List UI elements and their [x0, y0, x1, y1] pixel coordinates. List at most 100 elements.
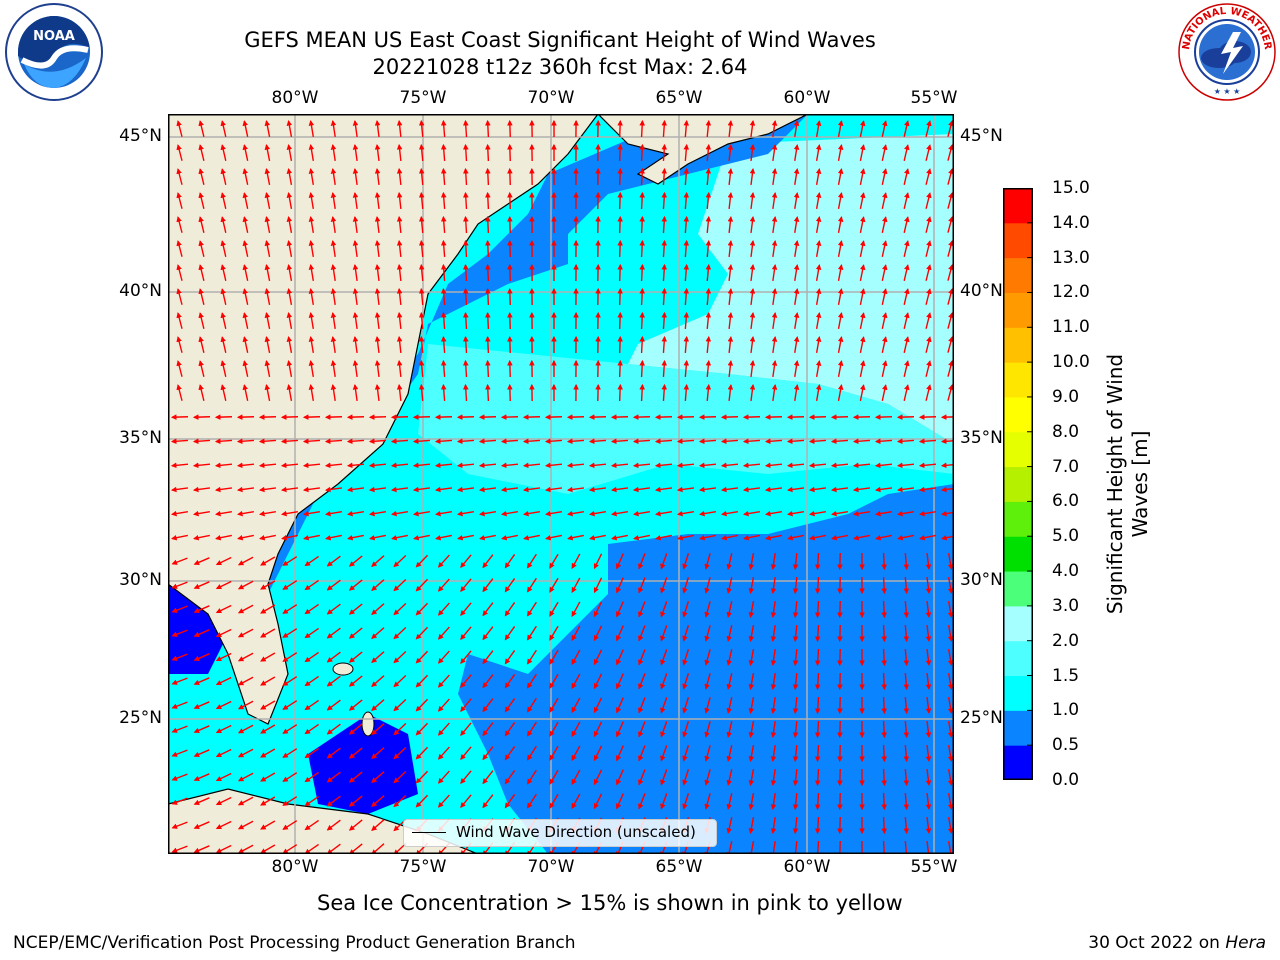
colorbar-segment: [1003, 536, 1033, 572]
wave-direction-arrow: [348, 579, 363, 591]
wave-direction-arrow: [286, 120, 293, 137]
wave-direction-arrow: [302, 462, 321, 469]
wave-direction-arrow: [418, 191, 425, 210]
wave-direction-arrow: [215, 556, 232, 566]
wave-direction-arrow: [440, 167, 447, 186]
wave-direction-arrow: [237, 628, 254, 638]
wave-direction-arrow: [748, 553, 755, 570]
wave-direction-arrow: [903, 264, 910, 281]
wave-direction-arrow: [237, 604, 254, 614]
wave-direction-arrow: [457, 534, 474, 541]
wave-direction-arrow: [726, 577, 733, 594]
wave-direction-arrow: [815, 288, 822, 306]
wave-direction-arrow: [482, 674, 494, 689]
wave-direction-arrow: [326, 579, 341, 591]
svg-text:★ ★ ★: ★ ★ ★: [1214, 87, 1241, 96]
wave-direction-arrow: [193, 629, 210, 637]
wave-direction-arrow: [412, 462, 431, 469]
wave-direction-arrow: [308, 384, 315, 402]
land-us: [168, 114, 599, 725]
wave-direction-arrow: [589, 510, 607, 517]
wave-direction-arrow: [304, 603, 319, 615]
wave-direction-arrow: [192, 438, 211, 445]
wave-direction-arrow: [193, 677, 210, 685]
wave-direction-arrow: [704, 769, 711, 786]
wave-direction-arrow: [264, 192, 271, 209]
colorbar-tick-label: 7.0: [1052, 456, 1080, 477]
wave-direction-arrow: [482, 746, 494, 761]
wave-direction-arrow: [792, 624, 799, 643]
wave-direction-arrow: [881, 120, 888, 137]
wave-direction-arrow: [170, 462, 189, 469]
wave-direction-arrow: [881, 768, 887, 787]
wave-direction-arrow: [482, 650, 494, 665]
wave-direction-arrow: [571, 673, 581, 690]
wave-direction-arrow: [639, 191, 645, 210]
wave-direction-arrow: [304, 723, 319, 735]
wave-direction-arrow: [859, 336, 866, 353]
wave-direction-arrow: [198, 168, 205, 185]
wave-direction-arrow: [616, 625, 624, 642]
wave-direction-arrow: [371, 747, 385, 760]
wave-direction-arrow: [896, 438, 915, 445]
wave-direction-arrow: [396, 383, 403, 402]
wave-direction-arrow: [896, 462, 915, 469]
wave-direction-arrow: [393, 722, 407, 736]
wave-direction-arrow: [479, 534, 496, 541]
wave-direction-arrow: [302, 486, 321, 493]
wave-direction-arrow: [242, 240, 249, 257]
wave-direction-arrow: [749, 143, 756, 162]
wave-direction-arrow: [308, 168, 315, 186]
wave-direction-arrow: [237, 772, 254, 782]
lat-label-right: 35°N: [960, 428, 1003, 448]
wave-direction-arrow: [171, 821, 188, 829]
wave-direction-arrow: [814, 624, 821, 643]
wave-direction-arrow: [282, 556, 298, 566]
wave-direction-arrow: [198, 144, 205, 161]
wave-direction-arrow: [371, 819, 385, 832]
wave-direction-arrow: [304, 579, 319, 591]
wave-direction-arrow: [396, 191, 403, 210]
wave-direction-arrow: [720, 462, 739, 469]
wave-direction-arrow: [919, 534, 936, 541]
wave-direction-arrow: [617, 191, 623, 210]
wave-direction-arrow: [831, 534, 848, 541]
wave-direction-arrow: [236, 438, 255, 445]
wave-direction-arrow: [771, 383, 778, 402]
wave-direction-arrow: [881, 696, 887, 715]
wave-direction-arrow: [193, 557, 210, 565]
wave-direction-arrow: [434, 438, 453, 445]
wave-direction-arrow: [748, 745, 755, 762]
wave-direction-arrow: [639, 167, 645, 186]
wave-direction-arrow: [504, 746, 516, 761]
colorbar-segment: [1003, 257, 1033, 293]
wave-direction-arrow: [193, 845, 210, 853]
wave-direction-arrow: [655, 534, 672, 541]
wave-direction-arrow: [418, 359, 425, 378]
wave-direction-arrow: [859, 192, 866, 209]
wave-direction-arrow: [282, 772, 298, 782]
wave-direction-arrow: [903, 624, 910, 643]
wave-direction-arrow: [633, 510, 651, 517]
wave-direction-arrow: [460, 650, 472, 665]
wave-direction-arrow: [330, 239, 337, 258]
wave-direction-arrow: [304, 651, 319, 663]
wave-direction-arrow: [638, 673, 646, 690]
wave-direction-arrow: [485, 263, 491, 282]
wave-direction-arrow: [264, 384, 271, 401]
wave-direction-arrow: [771, 359, 778, 378]
wave-direction-arrow: [661, 287, 668, 306]
wave-direction-arrow: [699, 534, 716, 541]
wave-direction-arrow: [260, 652, 276, 662]
wave-direction-arrow: [815, 336, 822, 354]
wave-direction-arrow: [220, 120, 227, 137]
wave-direction-arrow: [683, 359, 690, 378]
wave-direction-arrow: [633, 534, 650, 541]
wave-direction-arrow: [286, 264, 293, 281]
wave-direction-arrow: [660, 625, 668, 642]
wave-direction-arrow: [308, 216, 315, 234]
wave-direction-arrow: [371, 675, 385, 688]
wave-direction-arrow: [415, 698, 429, 712]
wave-direction-arrow: [925, 168, 932, 185]
wave-direction-arrow: [808, 462, 827, 469]
